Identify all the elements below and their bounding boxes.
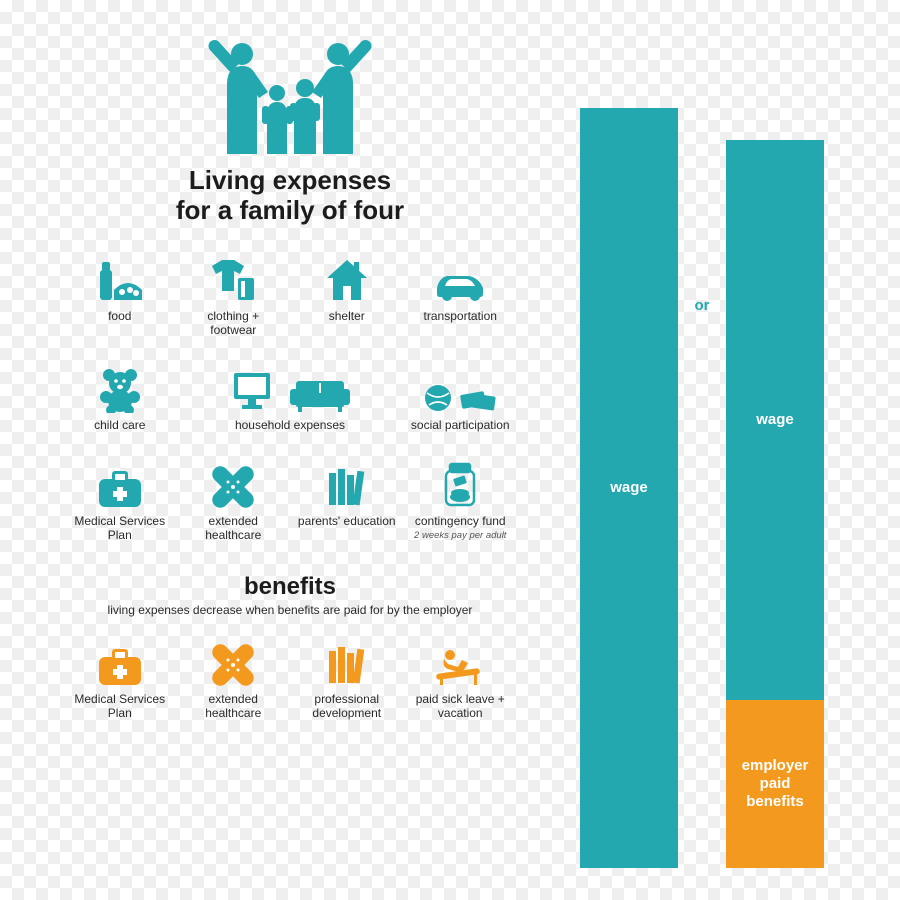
bar-wage-plus-benefits: employer paid benefits wage	[726, 140, 824, 868]
expense-msp: Medical Services Plan	[70, 459, 170, 543]
expense-ext-health: extended healthcare	[184, 459, 284, 543]
bars-area: wage or employer paid benefits wage	[580, 108, 824, 868]
family-icon	[190, 30, 390, 160]
benefit-sick-leave-label: paid sick leave + vacation	[411, 693, 511, 721]
benefit-ext-health-label: extended healthcare	[184, 693, 284, 721]
benefit-msp: Medical Services Plan	[70, 637, 170, 721]
expense-parents-edu: parents' education	[297, 459, 397, 543]
benefit-prof-dev-label: professional development	[297, 693, 397, 721]
expense-transport: transportation	[411, 254, 511, 338]
benefit-ext-health: extended healthcare	[184, 637, 284, 721]
benefits-block: benefits living expenses decrease when b…	[70, 573, 510, 721]
bar1-wage-segment: wage	[580, 108, 678, 868]
lounge-icon	[432, 645, 488, 687]
bar2-wage-segment: wage	[726, 140, 824, 700]
expense-social: social participation	[411, 363, 511, 433]
shelter-icon	[323, 256, 371, 304]
shelter-label: shelter	[297, 310, 397, 324]
benefits-title: benefits	[70, 573, 510, 601]
social-label: social participation	[411, 419, 511, 433]
expense-food: food	[70, 254, 170, 338]
title-line-1: Living expenses	[189, 165, 391, 195]
expense-clothing: clothing + footwear	[184, 254, 284, 338]
tickets-icon	[459, 387, 497, 413]
contingency-label: contingency fund	[411, 515, 511, 529]
bar-wage-only: wage	[580, 108, 678, 868]
bandage-icon	[211, 465, 255, 509]
benefits-subtitle: living expenses decrease when benefits a…	[70, 603, 510, 617]
ext-health-label: extended healthcare	[184, 515, 284, 543]
medical-bag-icon	[95, 467, 145, 509]
books-icon	[325, 643, 369, 687]
household-label: household expenses	[184, 419, 397, 433]
medical-bag-icon	[95, 645, 145, 687]
benefit-msp-label: Medical Services Plan	[70, 693, 170, 721]
main-title: Living expenses for a family of four	[70, 166, 510, 226]
expense-household: household expenses	[184, 363, 397, 433]
food-icon	[94, 256, 146, 304]
clothing-icon	[206, 256, 260, 304]
ball-icon	[423, 383, 453, 413]
expense-grid: food clothing + footwear	[70, 254, 510, 543]
parents-edu-label: parents' education	[297, 515, 397, 529]
bar2-wage-label: wage	[756, 411, 794, 429]
expense-contingency: contingency fund 2 weeks pay per adult	[411, 459, 511, 543]
transport-label: transportation	[411, 310, 511, 324]
bandage-icon	[211, 643, 255, 687]
benefit-prof-dev: professional development	[297, 637, 397, 721]
books-icon	[325, 465, 369, 509]
msp-label: Medical Services Plan	[70, 515, 170, 543]
monitor-icon	[228, 369, 276, 413]
food-label: food	[70, 310, 170, 324]
expense-shelter: shelter	[297, 254, 397, 338]
car-icon	[431, 264, 489, 304]
expense-childcare: child care	[70, 363, 170, 433]
couch-icon	[288, 377, 352, 413]
bar2-benefits-segment: employer paid benefits	[726, 700, 824, 868]
jar-icon	[440, 461, 480, 509]
title-line-2: for a family of four	[176, 195, 404, 225]
contingency-sub: 2 weeks pay per adult	[411, 530, 511, 541]
or-label: or	[678, 297, 726, 314]
bar2-benefits-label: employer paid benefits	[732, 757, 818, 811]
bar1-wage-label: wage	[610, 479, 648, 497]
clothing-label: clothing + footwear	[184, 310, 284, 338]
childcare-label: child care	[70, 419, 170, 433]
benefit-sick-leave: paid sick leave + vacation	[411, 637, 511, 721]
teddy-icon	[97, 365, 143, 413]
